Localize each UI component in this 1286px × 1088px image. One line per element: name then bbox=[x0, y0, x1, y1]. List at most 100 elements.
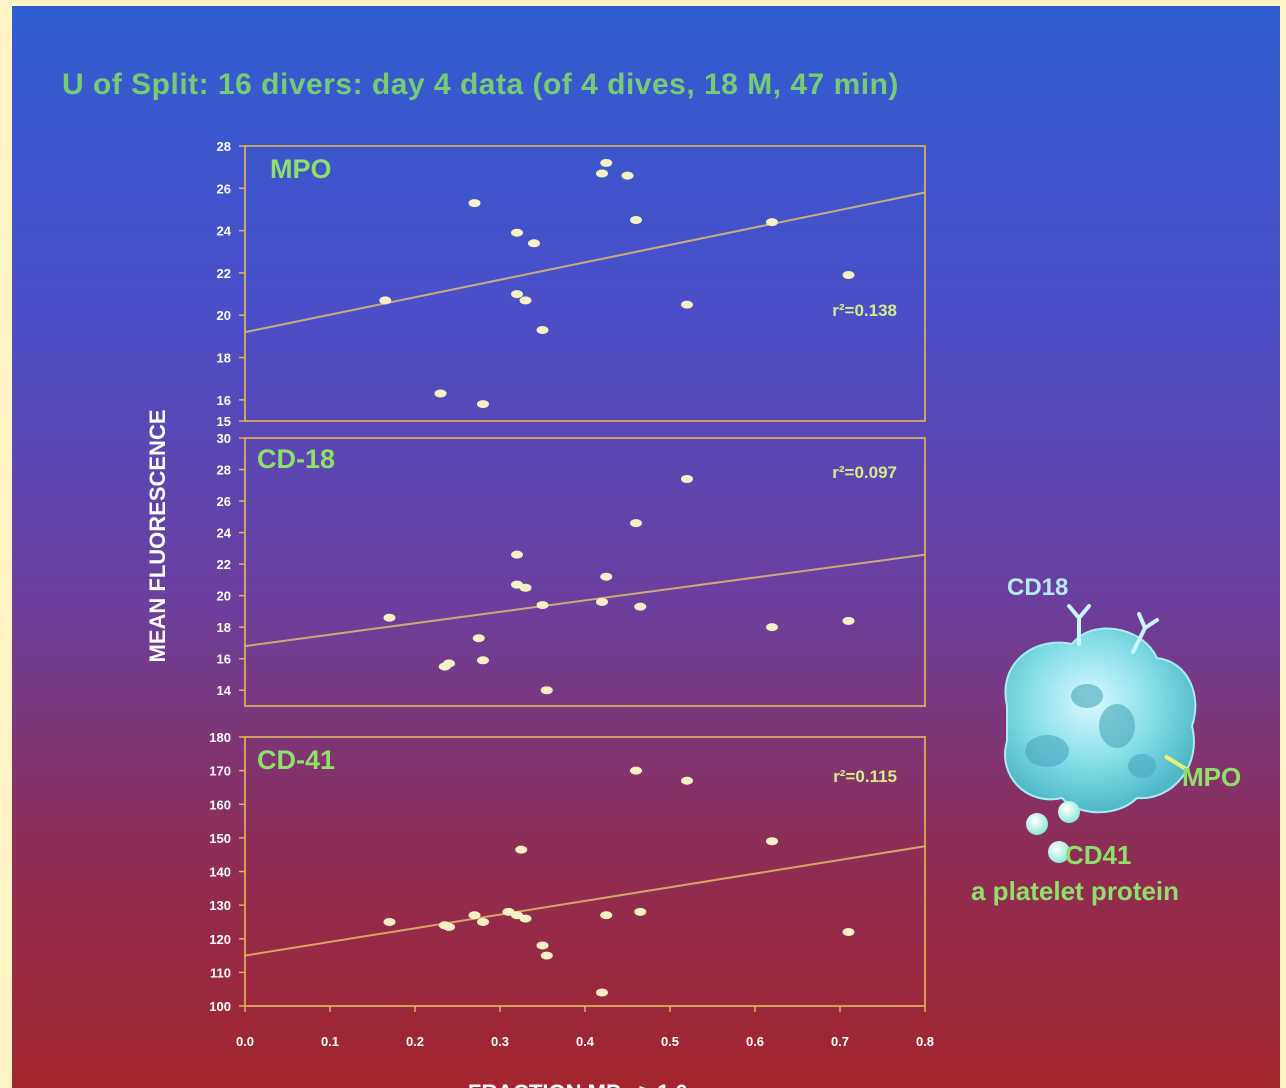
y-tick-label: 100 bbox=[209, 999, 231, 1014]
x-axis-label: FRACTION MPs ≥ 1.0 µm bbox=[468, 1080, 726, 1088]
y-tick-label: 120 bbox=[209, 932, 231, 947]
data-point bbox=[477, 400, 489, 409]
data-point bbox=[634, 602, 647, 611]
fit-line-cd-18 bbox=[244, 553, 926, 648]
platelet-icon bbox=[1058, 801, 1080, 823]
y-tick-label: 170 bbox=[209, 764, 231, 779]
data-point bbox=[379, 296, 392, 305]
granules bbox=[1025, 684, 1156, 778]
platelet-icon bbox=[1048, 841, 1070, 863]
data-point bbox=[681, 300, 693, 309]
data-point bbox=[766, 218, 778, 227]
slide-title: U of Split: 16 divers: day 4 data (of 4 … bbox=[62, 68, 899, 101]
y-tick-label: 28 bbox=[217, 139, 231, 154]
y-tick-label: 160 bbox=[209, 797, 231, 812]
data-point bbox=[596, 597, 608, 606]
x-tick-label: 0.5 bbox=[661, 1034, 679, 1049]
y-tick-label: 15 bbox=[217, 414, 231, 429]
y-tick-label: 26 bbox=[217, 181, 231, 196]
y-tick-label: 130 bbox=[209, 898, 231, 913]
data-point bbox=[477, 917, 489, 926]
mpo-label: MPO bbox=[1182, 762, 1242, 792]
x-tick-label: 0.4 bbox=[576, 1034, 595, 1049]
y-tick-label: 16 bbox=[217, 393, 231, 408]
x-tick-label: 0.6 bbox=[746, 1034, 764, 1049]
r-squared-label-mpo: r²=0.138 bbox=[832, 301, 897, 320]
y-tick-label: 18 bbox=[217, 620, 231, 635]
y-tick-label: 16 bbox=[217, 652, 231, 667]
y-tick-label: 150 bbox=[209, 831, 231, 846]
y-tick-label: 24 bbox=[217, 224, 232, 239]
plot-frame-cd-41 bbox=[244, 736, 926, 1007]
data-point bbox=[540, 686, 553, 695]
panel-title-cd-18: CD-18 bbox=[257, 444, 335, 474]
data-point bbox=[477, 656, 489, 665]
data-point bbox=[472, 634, 485, 643]
cd41-label: CD41 bbox=[1065, 840, 1132, 870]
data-point bbox=[766, 623, 778, 632]
data-point bbox=[842, 616, 855, 625]
y-tick-label: 26 bbox=[217, 494, 231, 509]
r-squared-label-cd-18: r²=0.097 bbox=[832, 463, 897, 482]
data-point bbox=[519, 914, 532, 923]
y-tick-label: 140 bbox=[209, 865, 231, 880]
platelet-protein-label: a platelet protein bbox=[971, 876, 1180, 906]
panel-title-mpo: MPO bbox=[270, 154, 332, 184]
plot-frame-cd-18 bbox=[244, 437, 926, 707]
data-point bbox=[842, 271, 855, 280]
y-tick-label: 28 bbox=[217, 463, 231, 478]
data-point bbox=[519, 583, 532, 592]
data-point bbox=[536, 326, 549, 335]
data-point bbox=[842, 928, 855, 937]
data-point bbox=[600, 158, 613, 167]
data-point bbox=[766, 837, 778, 846]
data-point bbox=[511, 290, 523, 299]
y-tick-label: 18 bbox=[217, 351, 231, 366]
data-point bbox=[681, 776, 693, 785]
data-point bbox=[434, 389, 447, 398]
data-point bbox=[634, 907, 647, 916]
data-point bbox=[630, 766, 642, 775]
y-tick-label: 110 bbox=[210, 965, 231, 980]
data-point bbox=[540, 951, 553, 960]
data-point bbox=[528, 239, 540, 248]
y-tick-label: 24 bbox=[217, 526, 232, 541]
x-tick-label: 0.3 bbox=[491, 1034, 509, 1049]
y-tick-label: 14 bbox=[217, 683, 232, 698]
y-tick-label: 22 bbox=[217, 266, 231, 281]
x-tick-label: 0.1 bbox=[321, 1034, 339, 1049]
panel-title-cd-41: CD-41 bbox=[257, 745, 335, 775]
data-point bbox=[600, 911, 613, 920]
x-tick-label: 0.7 bbox=[831, 1034, 849, 1049]
data-point bbox=[681, 474, 693, 483]
y-tick-label: 180 bbox=[209, 730, 231, 745]
data-point bbox=[468, 199, 481, 208]
platelet-icon bbox=[1026, 813, 1048, 835]
data-point bbox=[596, 988, 608, 997]
y-tick-label: 22 bbox=[217, 557, 231, 572]
data-point bbox=[511, 228, 523, 237]
data-point bbox=[511, 550, 523, 559]
data-point bbox=[443, 659, 455, 668]
cd18-receptor-icon bbox=[1067, 604, 1159, 654]
x-tick-label: 0.2 bbox=[406, 1034, 424, 1049]
data-point bbox=[621, 171, 634, 180]
slide: U of Split: 16 divers: day 4 data (of 4 … bbox=[12, 6, 1280, 1088]
x-tick-label: 0.8 bbox=[916, 1034, 934, 1049]
data-point bbox=[383, 917, 396, 926]
data-point bbox=[519, 296, 532, 305]
data-point bbox=[600, 572, 613, 581]
data-point bbox=[443, 922, 455, 931]
data-point bbox=[383, 613, 396, 622]
data-point bbox=[536, 601, 549, 610]
y-tick-label: 30 bbox=[217, 431, 231, 446]
y-tick-label: 20 bbox=[217, 308, 231, 323]
fit-line-cd-41 bbox=[244, 845, 926, 957]
plot-frame-mpo bbox=[244, 145, 926, 422]
data-point bbox=[630, 519, 642, 528]
fit-line-mpo bbox=[244, 191, 926, 334]
x-tick-label: 0.0 bbox=[236, 1034, 254, 1049]
mpo-arrow-icon bbox=[1163, 754, 1191, 773]
leukocyte-graphic bbox=[1004, 604, 1197, 863]
cd18-label: CD18 bbox=[1007, 574, 1069, 601]
